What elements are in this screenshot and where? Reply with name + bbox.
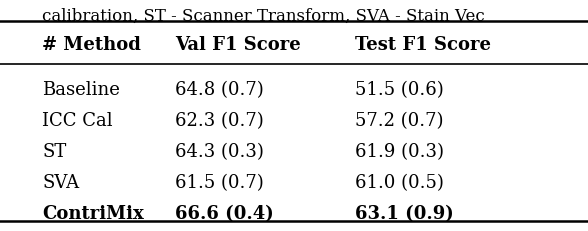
Text: 64.3 (0.3): 64.3 (0.3) [175, 142, 264, 160]
Text: ST: ST [42, 142, 66, 160]
Text: 62.3 (0.7): 62.3 (0.7) [175, 112, 264, 129]
Text: 61.9 (0.3): 61.9 (0.3) [355, 142, 444, 160]
Text: ICC Cal: ICC Cal [42, 112, 113, 129]
Text: 51.5 (0.6): 51.5 (0.6) [355, 81, 444, 99]
Text: 57.2 (0.7): 57.2 (0.7) [355, 112, 443, 129]
Text: 64.8 (0.7): 64.8 (0.7) [175, 81, 264, 99]
Text: # Method: # Method [42, 36, 141, 54]
Text: 61.0 (0.5): 61.0 (0.5) [355, 173, 444, 191]
Text: Test F1 Score: Test F1 Score [355, 36, 491, 54]
Text: 61.5 (0.7): 61.5 (0.7) [175, 173, 264, 191]
Text: Baseline: Baseline [42, 81, 120, 99]
Text: 66.6 (0.4): 66.6 (0.4) [175, 204, 274, 222]
Text: ContriMix: ContriMix [42, 204, 143, 222]
Text: SVA: SVA [42, 173, 79, 191]
Text: 63.1 (0.9): 63.1 (0.9) [355, 204, 454, 222]
Text: calibration, ST - Scanner Transform, SVA - Stain Vec: calibration, ST - Scanner Transform, SVA… [42, 8, 485, 25]
Text: Val F1 Score: Val F1 Score [175, 36, 300, 54]
